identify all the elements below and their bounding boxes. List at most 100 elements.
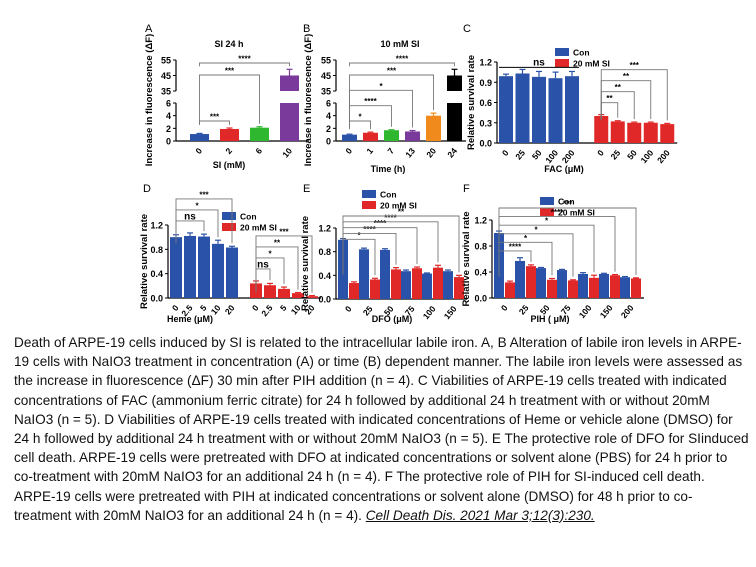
bar <box>292 293 304 298</box>
bar <box>306 296 318 298</box>
significance-bracket <box>199 120 230 126</box>
x-tick-label: 24 <box>445 146 459 160</box>
bar <box>264 285 276 298</box>
y-tick-label: 4 <box>166 111 171 121</box>
bar <box>250 127 269 141</box>
y-tick-label: 0 <box>326 137 331 147</box>
legend-swatch <box>362 190 376 198</box>
bar <box>565 76 579 143</box>
significance-bracket <box>600 102 619 118</box>
bar <box>589 277 599 298</box>
legend-label: 20 mM SI <box>240 223 277 233</box>
x-tick-label: 150 <box>442 304 459 322</box>
bar <box>380 249 390 299</box>
panel-letter: E <box>303 183 310 195</box>
legend-label: Con <box>573 48 590 58</box>
y-tick-label: 0.8 <box>318 247 331 257</box>
y-tick-label: 1.2 <box>474 216 487 226</box>
bar <box>198 236 210 298</box>
chart-panel-E: E 0.0 0.4 0.8 1.2 Relative survival rate Con20… <box>300 183 467 324</box>
bar <box>359 249 369 299</box>
y-tick-label: 35 <box>161 87 171 97</box>
significance-label: **** <box>238 55 251 64</box>
significance-label: * <box>195 201 199 210</box>
significance-bracket <box>199 74 260 124</box>
bar <box>433 267 443 299</box>
bar <box>220 128 239 141</box>
significance-label: *** <box>563 200 573 209</box>
significance-label: *** <box>210 113 220 122</box>
panel-letter: F <box>463 183 470 195</box>
bar <box>170 237 182 298</box>
y-axis-label: Relative survival rate <box>461 211 472 306</box>
significance-label: **** <box>374 219 387 228</box>
x-tick-label: 200 <box>560 148 577 166</box>
x-axis-label: PIH ( μM) <box>530 314 569 324</box>
citation-link[interactable]: Cell Death Dis. 2021 Mar 3;12(3):230. <box>365 507 595 523</box>
y-tick-label: 0.0 <box>479 139 492 149</box>
x-tick-label: 20 <box>223 303 237 317</box>
x-tick-label: 1 <box>364 146 375 156</box>
y-tick-label: 0.8 <box>150 245 163 255</box>
significance-label: *** <box>387 67 397 76</box>
x-tick-label: 5 <box>278 303 289 313</box>
bar <box>391 269 401 299</box>
x-axis-label: DFO (μM) <box>372 314 413 324</box>
y-tick-label: 0.8 <box>474 242 487 252</box>
significance-label: * <box>379 82 383 91</box>
x-tick-label: 0 <box>343 146 354 156</box>
y-tick-label: 55 <box>161 56 171 66</box>
bar <box>660 124 675 143</box>
y-tick-label: 1.2 <box>150 221 163 231</box>
significance-bracket <box>498 207 637 275</box>
significance-label: **** <box>509 242 522 251</box>
x-tick-label: 13 <box>403 146 417 160</box>
significance-bracket <box>199 62 290 67</box>
x-tick-label: 200 <box>655 148 672 166</box>
x-tick-label: 6 <box>253 146 264 156</box>
bar <box>412 268 422 299</box>
significance-bracket <box>175 209 219 238</box>
bar <box>627 122 642 143</box>
panel-letter: B <box>303 23 310 35</box>
x-tick-label: 20 <box>424 146 438 160</box>
significance-label: **** <box>396 55 409 64</box>
y-tick-label: 0.4 <box>318 271 331 281</box>
bar <box>363 132 378 141</box>
significance-bracket <box>255 235 313 293</box>
figure-caption: Death of ARPE-19 cells induced by SI is … <box>14 333 749 525</box>
x-tick-label: 150 <box>598 303 615 321</box>
significance-bracket <box>349 89 413 128</box>
y-tick-label: 4 <box>326 111 331 121</box>
bar <box>454 277 464 299</box>
bar <box>349 283 359 299</box>
bar <box>505 282 515 298</box>
x-tick-label: 100 <box>421 304 438 322</box>
legend-swatch <box>555 59 569 67</box>
bar <box>643 122 658 143</box>
chart-title: SI 24 h <box>214 39 243 49</box>
bar <box>610 121 625 143</box>
legend-label: 20 mM SI <box>573 59 610 69</box>
y-tick-label: 45 <box>161 71 171 81</box>
significance-label: **** <box>551 208 564 217</box>
bar <box>443 271 453 299</box>
y-axis-label: Relative survival rate <box>139 214 150 309</box>
significance-label: **** <box>364 97 377 106</box>
y-tick-label: 6 <box>326 99 331 109</box>
legend-label: Con <box>558 197 575 207</box>
bar <box>422 273 432 299</box>
significance-bracket <box>349 62 455 67</box>
significance-bracket <box>349 74 434 111</box>
significance-bracket <box>600 69 668 121</box>
bar <box>515 73 530 143</box>
x-tick-label: 2.5 <box>259 303 274 319</box>
y-tick-label: 2 <box>326 124 331 134</box>
significance-label: ** <box>623 72 630 81</box>
x-tick-label: 0 <box>343 304 354 314</box>
y-tick-label: 0.4 <box>150 269 163 279</box>
